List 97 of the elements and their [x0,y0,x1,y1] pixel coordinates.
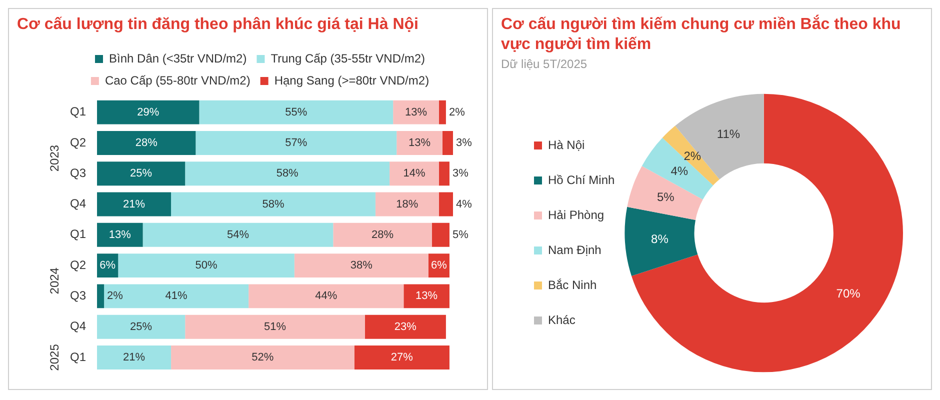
data-label: 3% [456,137,472,149]
bar [118,254,294,278]
data-label: 3% [452,168,469,180]
bar [375,192,439,216]
data-label: 25% [130,168,152,180]
bar [142,222,334,247]
bar [199,100,394,124]
legend-label: Khác [548,312,576,327]
data-label: 21% [123,352,146,364]
data-label: 27% [390,352,414,364]
data-label: 58% [262,198,284,210]
data-label: 14% [403,168,426,180]
legend-label: Nam Định [548,242,602,257]
bar [97,162,186,186]
data-label: 13% [416,290,438,302]
data-label: 54% [226,228,250,241]
data-label: 51% [264,320,286,333]
data-label: 5% [656,190,675,204]
data-label: 58% [276,168,299,180]
bar [438,162,450,186]
chart-title: Cơ cấu lượng tin đăng theo phân khúc giá tại Hà Nội [17,15,420,35]
data-label: 44% [315,290,338,302]
bar [354,345,450,370]
legend-label: Trung Cấp (35-55tr VND/m2) [270,51,426,66]
bar [97,314,186,339]
bar [248,284,404,308]
data-label: 8% [651,232,669,246]
data-label: 2% [107,290,124,302]
bar [97,130,196,155]
y-tick-label: Q2 [70,135,86,150]
bar [97,100,200,124]
data-label: 28% [371,228,394,241]
bar [185,162,390,186]
bar [97,284,104,308]
bar [171,345,354,370]
legend-label: Cao Cấp (55-80tr VND/m2) [104,73,250,88]
bar [442,130,453,155]
y-tick-label: Q1 [70,350,86,364]
bar [364,314,446,339]
bar [438,192,453,216]
text: 2025 [47,344,62,371]
bar [333,222,432,247]
bar [294,254,428,278]
y-tick-label: Q4 [70,196,86,211]
data-label: 23% [394,320,417,333]
data-label: 2% [684,149,702,164]
bar [390,162,439,186]
y-tick-label: Q1 [70,104,86,119]
legend-label: Bình Dân (<35tr VND/m2) [109,51,247,66]
legend-label: Hà Nội [548,138,585,152]
y-tick-label: Q3 [70,288,86,302]
chart-title: Cơ cấu người tìm kiếm chung cư miền Bắc theo khu vực người tìm kiếm [501,15,902,55]
data-label: 70% [836,286,861,301]
data-label: 38% [350,260,373,272]
data-label: 13% [404,106,428,118]
text: 2023 [47,144,62,172]
data-label: 6% [430,260,448,272]
chart-subtitle: Dữ liệu 5T/2025 [501,57,588,71]
bar [432,222,450,247]
legend-label: Hồ Chí Minh [548,172,615,187]
data-label: 2% [448,106,466,118]
data-label: 13% [408,137,431,149]
bar [97,222,143,247]
data-label: 29% [137,106,160,118]
data-label: 4% [670,164,688,178]
bar [104,284,249,308]
data-label: 57% [285,137,308,149]
y-tick-label: Q1 [70,227,86,242]
data-label: 13% [108,228,132,241]
bar [396,130,442,155]
bar [393,100,439,124]
data-label: 41% [165,290,188,302]
data-label: 6% [100,260,116,272]
data-label: 5% [452,228,469,241]
data-label: 50% [195,260,218,272]
bar [97,345,172,370]
bar [438,100,446,124]
bar [97,192,172,216]
data-label: 18% [396,198,418,210]
y-tick-label: Q3 [70,166,86,180]
y-tick-label: Q2 [70,258,86,272]
bar [185,314,365,339]
bar [404,284,450,308]
data-label: 11% [716,127,740,142]
legend-label: Hải Phòng [548,208,604,222]
text: 2024 [47,267,62,294]
data-label: 4% [456,198,472,210]
data-label: 52% [252,352,274,364]
y-tick-label: Q4 [70,319,86,334]
legend-label: Bắc Ninh [548,278,597,292]
data-label: 25% [130,320,152,333]
data-label: 55% [285,106,308,118]
bar [196,130,397,155]
data-label: 28% [135,137,158,149]
bar [171,192,376,216]
legend-label: Hạng Sang (>=80tr VND/m2) [274,73,430,88]
data-label: 21% [123,198,146,210]
